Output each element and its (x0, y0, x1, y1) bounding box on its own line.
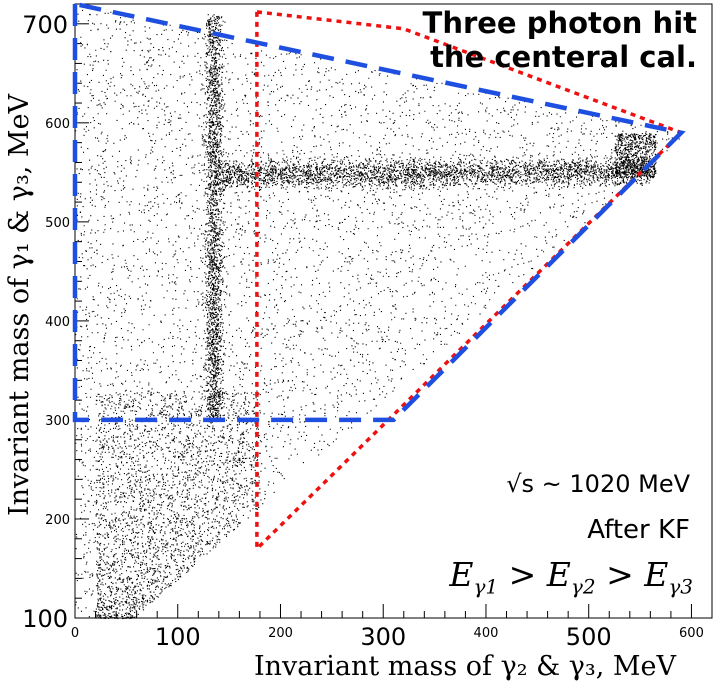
y-tick-label: 200 (45, 513, 70, 528)
title-line-1: Three photon hit (422, 6, 697, 40)
y-tick-label: 300 (45, 414, 70, 429)
y-axis-label: Invariant mass of γ₁ & γ₃, MeV (4, 93, 35, 516)
sqrt-s-annotation: √s ~ 1020 MeV (506, 470, 690, 498)
x-tick-label: 500 (566, 623, 612, 651)
cut-lines (72, 1, 686, 553)
y-tick-label: 100 (22, 605, 68, 633)
chart-title: Three photon hit the centeral cal. (423, 6, 697, 74)
x-tick-label: 100 (155, 623, 201, 651)
blue-dashed-cut (72, 1, 686, 423)
x-tick-label: 0 (71, 626, 79, 641)
y-tick-label: 600 (45, 117, 70, 132)
x-tick-label: 600 (679, 626, 704, 641)
x-tick-label: 200 (268, 626, 293, 641)
y-tick-label: 700 (22, 11, 68, 39)
energy-order-annotation: Eγ1 > Eγ2 > Eγ3 (449, 555, 693, 599)
energy-sub-1: γ1 (473, 574, 499, 599)
y-tick-label: 500 (45, 216, 70, 231)
after-kf-annotation: After KF (587, 515, 690, 545)
energy-sub-2: γ2 (570, 574, 596, 599)
x-tick-label: 300 (360, 623, 406, 651)
red-dotted-cut (255, 10, 685, 553)
x-axis-label: Invariant mass of γ₂ & γ₃, MeV (254, 651, 677, 682)
y-tick-label: 400 (45, 315, 70, 330)
energy-sub-3: γ3 (668, 574, 693, 599)
title-line-2: the centeral cal. (430, 40, 697, 74)
x-tick-label: 400 (474, 626, 499, 641)
